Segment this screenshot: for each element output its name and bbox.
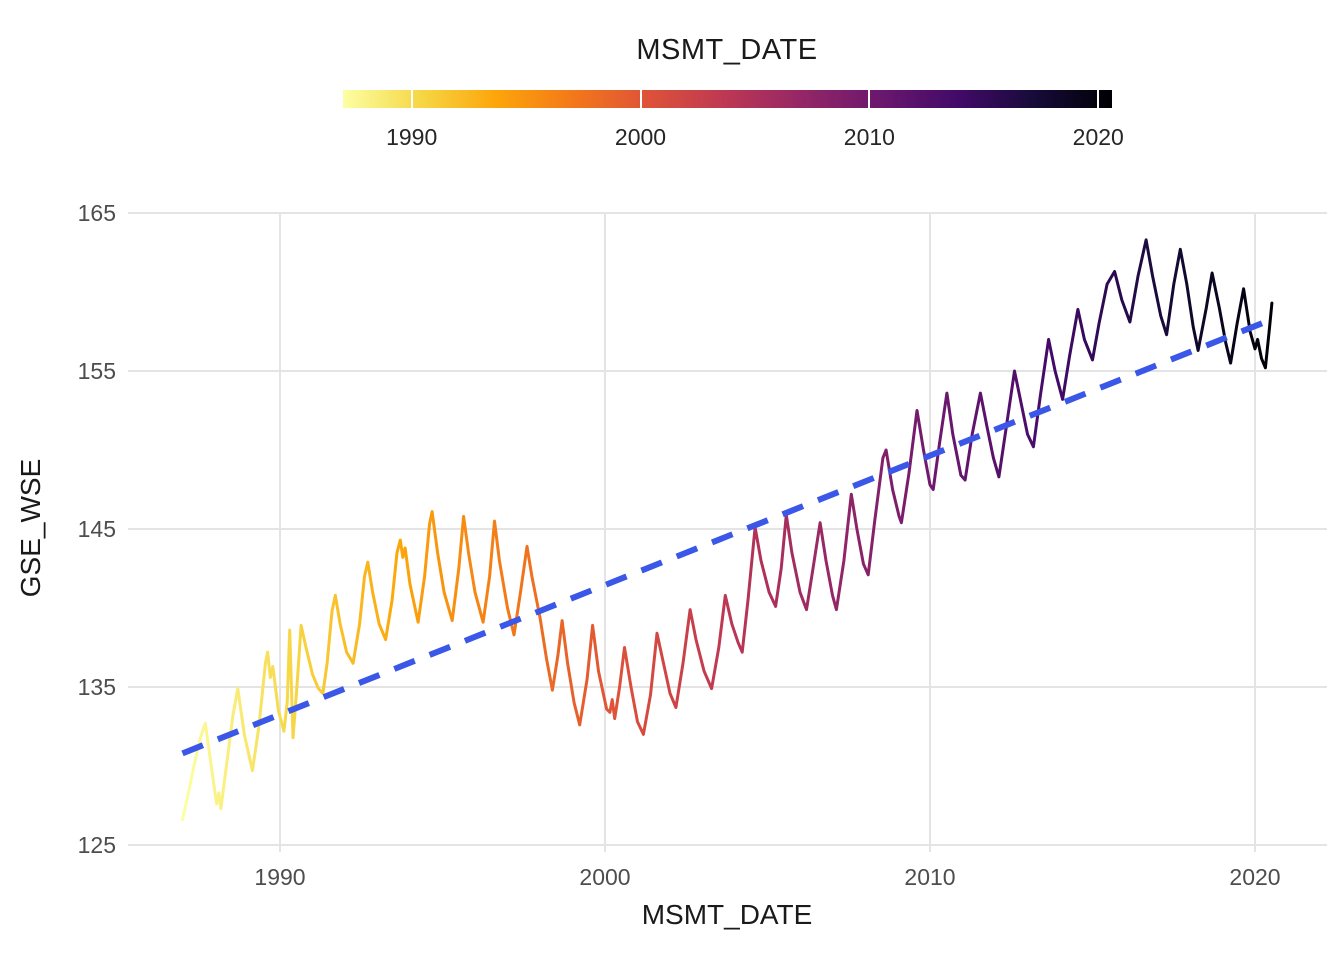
y-axis-label: GSE_WSE <box>15 458 46 598</box>
y-tick-label: 145 <box>77 516 116 542</box>
colorbar-tick-mark <box>410 90 413 108</box>
y-tick-label: 135 <box>77 674 116 700</box>
y-tick-label: 165 <box>77 200 116 226</box>
colorbar-tick-label: 2010 <box>843 124 895 150</box>
colorbar-gradient <box>343 90 1112 108</box>
colorbar-tick-label: 2020 <box>1072 124 1124 150</box>
x-tick-label: 2010 <box>904 864 956 890</box>
trend-line <box>181 316 1275 757</box>
x-axis-label: MSMT_DATE <box>641 899 813 930</box>
colorbar-tick-label: 1990 <box>386 124 438 150</box>
x-tick-label: 2020 <box>1229 864 1281 890</box>
colorbar-tick-label: 2000 <box>614 124 667 150</box>
colorbar-tick-mark <box>868 90 871 108</box>
x-tick-label: 1990 <box>254 864 306 890</box>
colorbar-tick-mark <box>639 90 642 108</box>
colorbar-tick-mark <box>1097 90 1100 108</box>
y-tick-label: 125 <box>77 832 116 858</box>
x-tick-label: 2000 <box>579 864 631 890</box>
legend-title: MSMT_DATE <box>636 34 818 66</box>
data-line <box>181 238 1274 822</box>
y-tick-label: 155 <box>77 358 116 384</box>
